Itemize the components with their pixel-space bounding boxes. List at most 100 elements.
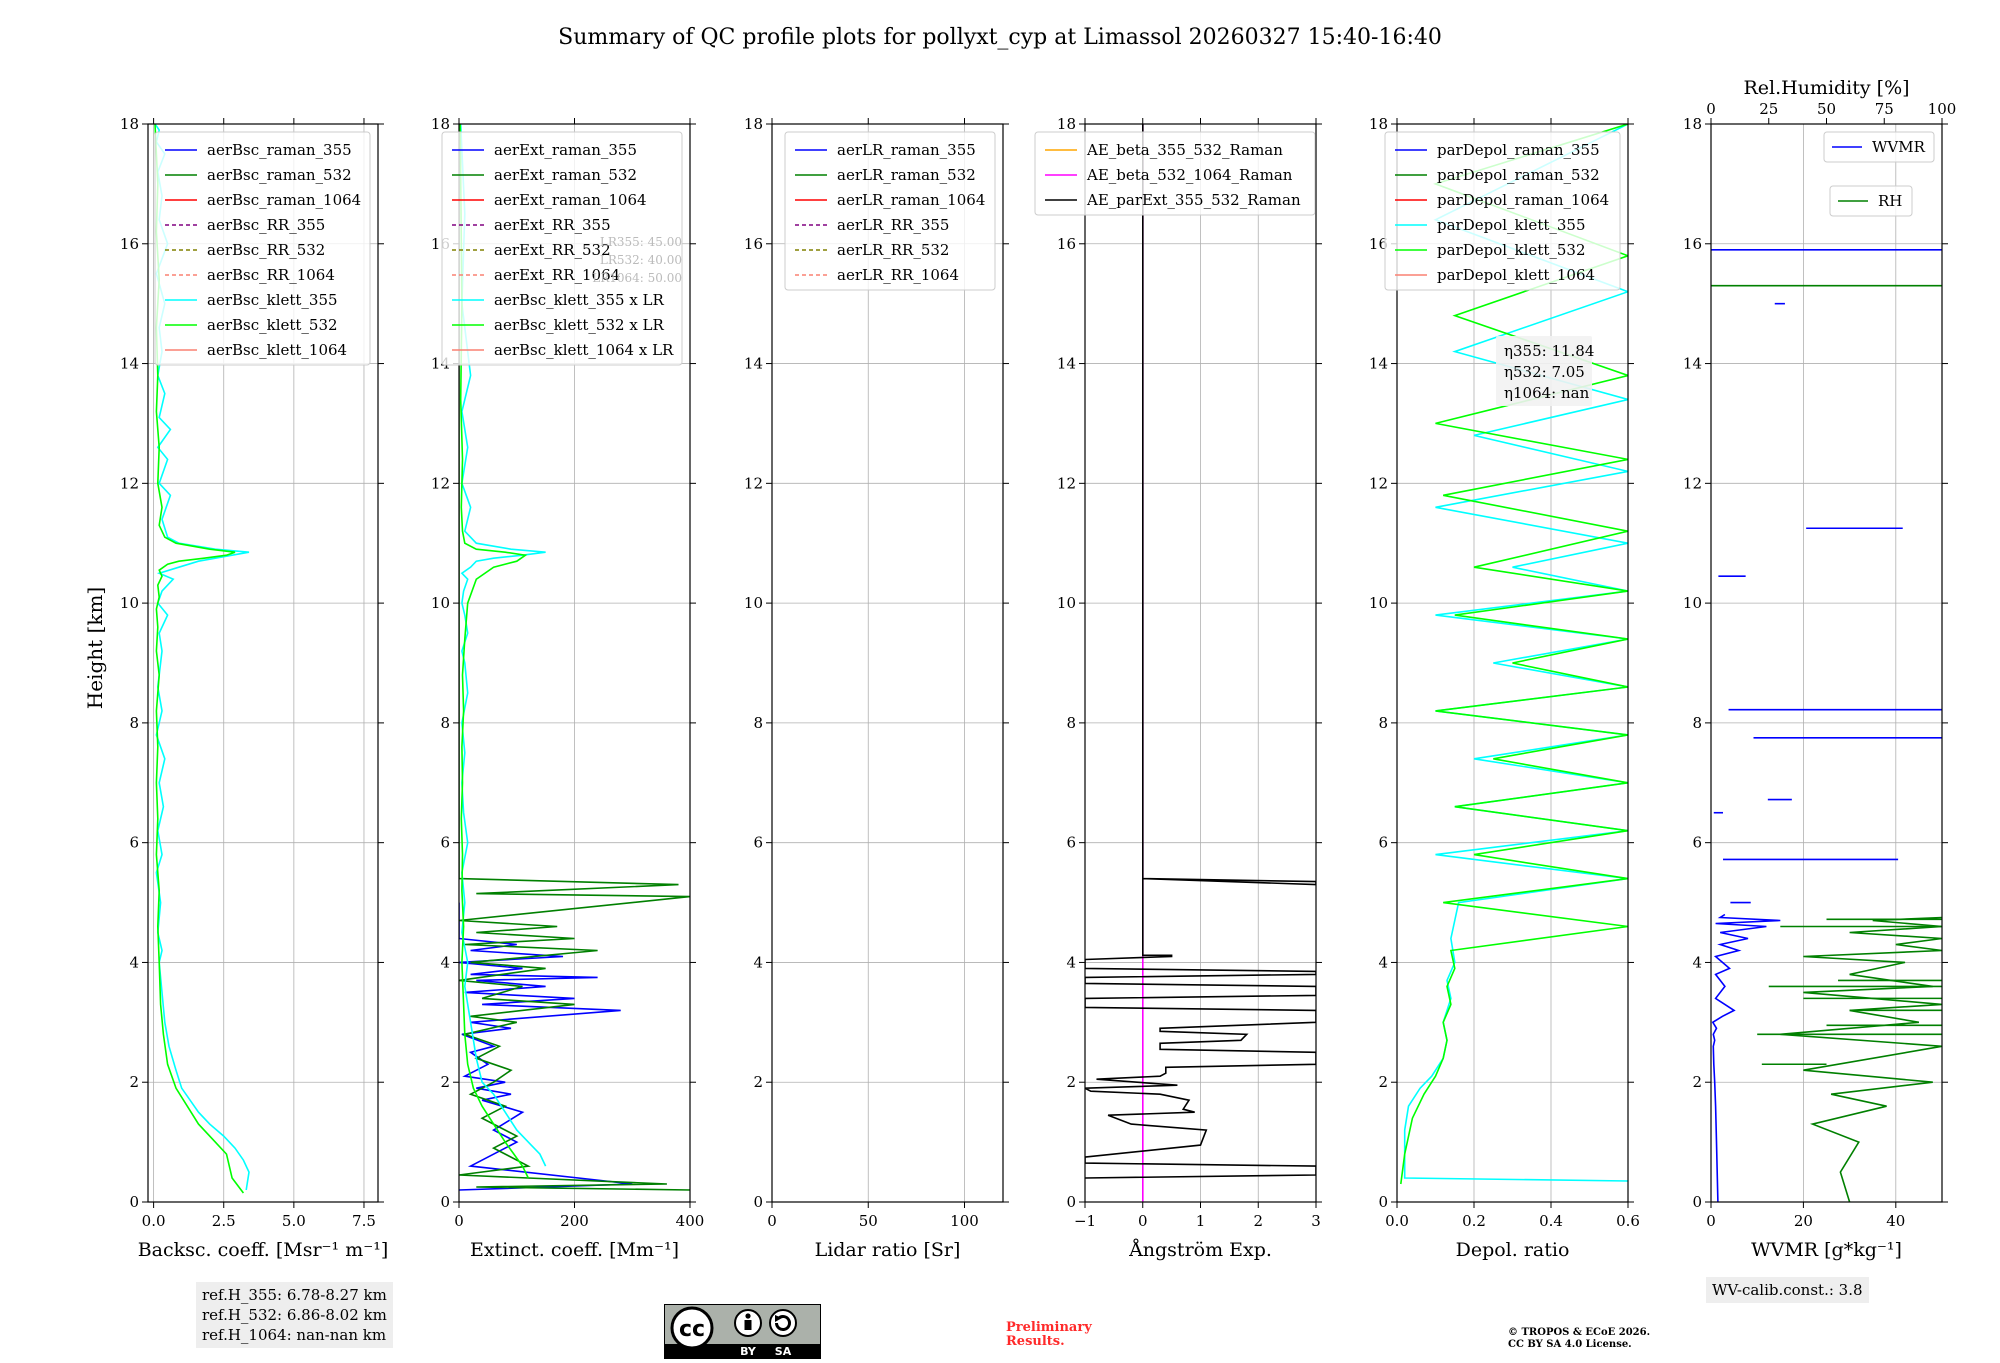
y-tick-label: 18 bbox=[744, 115, 763, 133]
reference-heights-box: ref.H_355: 6.78-8.27 km ref.H_532: 6.86-… bbox=[196, 1282, 393, 1348]
series-line bbox=[1711, 913, 1781, 1202]
x-tick-label: 0.0 bbox=[1385, 1212, 1409, 1230]
y-tick-label: 12 bbox=[431, 474, 450, 492]
y-tick-label: 4 bbox=[753, 953, 763, 971]
legend-label: aerExt_raman_355 bbox=[494, 141, 637, 159]
y-tick-label: 16 bbox=[1369, 235, 1388, 253]
x-axis-label: Lidar ratio [Sr] bbox=[815, 1239, 961, 1261]
legend: parDepol_raman_355 parDepol_raman_532 parD… bbox=[1384, 131, 1621, 291]
legend-wvmr: WVMR bbox=[1823, 131, 1935, 163]
legend-label: AE_beta_532_1064_Raman bbox=[1086, 166, 1293, 184]
series-line bbox=[459, 124, 530, 1179]
y-tick-label: 2 bbox=[1066, 1073, 1076, 1091]
legend-label: AE_beta_355_532_Raman bbox=[1086, 141, 1283, 159]
cc-sa-label: SA bbox=[775, 1345, 792, 1358]
y-tick-label: 0 bbox=[440, 1193, 450, 1211]
y-tick-label: 16 bbox=[1057, 235, 1076, 253]
lr-annotation: LR355: 45.00 bbox=[600, 235, 682, 249]
legend-label: aerBsc_klett_532 x LR bbox=[494, 316, 665, 334]
eta-annotation: η355: 11.84 bbox=[1504, 342, 1594, 360]
legend-label: aerBsc_raman_532 bbox=[207, 166, 352, 184]
preliminary-line-1: Preliminary bbox=[1006, 1320, 1092, 1335]
y-tick-label: 4 bbox=[1378, 953, 1388, 971]
x-tick-label: 0.6 bbox=[1616, 1212, 1640, 1230]
legend-label: parDepol_raman_532 bbox=[1437, 166, 1600, 184]
series-line bbox=[1085, 124, 1316, 1179]
y-tick-label: 2 bbox=[1692, 1073, 1702, 1091]
series-group bbox=[459, 124, 690, 1191]
x-tick-label: 0.2 bbox=[1462, 1212, 1486, 1230]
legend-label: aerExt_raman_532 bbox=[494, 166, 637, 184]
y-tick-label: 0 bbox=[129, 1193, 139, 1211]
legend-label: aerBsc_raman_355 bbox=[207, 141, 352, 159]
y-tick-label: 12 bbox=[1369, 474, 1388, 492]
y-tick-label: 18 bbox=[1369, 115, 1388, 133]
x-tick-label: 50 bbox=[859, 1212, 878, 1230]
y-tick-label: 12 bbox=[744, 474, 763, 492]
y-tick-label: 14 bbox=[1683, 355, 1702, 373]
legend-label: parDepol_raman_355 bbox=[1437, 141, 1600, 159]
y-tick-label: 2 bbox=[753, 1073, 763, 1091]
x-axis-label: Ångström Exp. bbox=[1128, 1239, 1272, 1261]
legend-label: aerExt_RR_1064 bbox=[494, 266, 620, 284]
y-tick-label: 10 bbox=[1369, 594, 1388, 612]
series-line bbox=[154, 124, 245, 1194]
legend-label: aerBsc_RR_1064 bbox=[207, 266, 335, 284]
legend-label: aerExt_RR_532 bbox=[494, 241, 611, 259]
y-axis-label: Height [km] bbox=[83, 587, 107, 709]
y-tick-label: 0 bbox=[1692, 1193, 1702, 1211]
x-axis-label: Backsc. coeff. [Msr⁻¹ m⁻¹] bbox=[138, 1239, 389, 1261]
legend: aerExt_raman_355 aerExt_raman_532 aerExt_r… bbox=[441, 131, 683, 366]
wv-calibration-text: WV-calib.const.: 3.8 bbox=[1712, 1281, 1863, 1299]
legend-label: aerLR_RR_532 bbox=[837, 241, 949, 259]
y-tick-label: 0 bbox=[1066, 1193, 1076, 1211]
legend-box bbox=[441, 131, 683, 366]
y-tick-label: 10 bbox=[431, 594, 450, 612]
y-tick-label: 8 bbox=[753, 714, 763, 732]
y-tick-label: 14 bbox=[744, 355, 763, 373]
y-tick-label: 16 bbox=[1683, 235, 1702, 253]
legend: aerBsc_raman_355 aerBsc_raman_532 aerBsc_r… bbox=[154, 131, 371, 366]
y-tick-label: 14 bbox=[1369, 355, 1388, 373]
preliminary-line-2: Results. bbox=[1006, 1334, 1065, 1349]
legend-label: aerBsc_raman_1064 bbox=[207, 191, 361, 209]
y-tick-label: 6 bbox=[1378, 834, 1388, 852]
copyright-line-2: CC BY SA 4.0 License. bbox=[1508, 1339, 1632, 1350]
eta-annotation: η1064: nan bbox=[1504, 384, 1590, 402]
legend: aerLR_raman_355 aerLR_raman_532 aerLR_rama… bbox=[784, 131, 996, 291]
y-tick-label: 18 bbox=[1057, 115, 1076, 133]
y-tick-label: 18 bbox=[120, 115, 139, 133]
y-tick-label: 18 bbox=[431, 115, 450, 133]
x-tick-label: 2.5 bbox=[212, 1212, 236, 1230]
ref-height-532: ref.H_532: 6.86-8.02 km bbox=[202, 1306, 387, 1324]
y-tick-label: 16 bbox=[120, 235, 139, 253]
legend: AE_beta_355_532_Raman AE_beta_532_1064_Ra… bbox=[1034, 131, 1316, 216]
legend-label: parDepol_raman_1064 bbox=[1437, 191, 1609, 209]
legend-box bbox=[784, 131, 996, 291]
legend-label: aerBsc_RR_355 bbox=[207, 216, 325, 234]
legend-label: aerBsc_klett_1064 bbox=[207, 341, 347, 359]
legend-label: aerBsc_klett_355 x LR bbox=[494, 291, 665, 309]
y-tick-label: 6 bbox=[1692, 834, 1702, 852]
x-tick-label: 20 bbox=[1794, 1212, 1813, 1230]
y-tick-label: 8 bbox=[1692, 714, 1702, 732]
legend-label: aerLR_RR_355 bbox=[837, 216, 949, 234]
y-tick-label: 8 bbox=[1066, 714, 1076, 732]
y-tick-label: 14 bbox=[120, 355, 139, 373]
x-tick-label: 7.5 bbox=[352, 1212, 376, 1230]
y-tick-label: 6 bbox=[129, 834, 139, 852]
y-tick-label: 10 bbox=[1683, 594, 1702, 612]
y-tick-label: 16 bbox=[744, 235, 763, 253]
y-tick-label: 12 bbox=[1683, 474, 1702, 492]
legend-label: aerBsc_klett_532 bbox=[207, 316, 338, 334]
legend-label: aerLR_raman_1064 bbox=[837, 191, 985, 209]
cc-license-logo: cc BY SA bbox=[664, 1304, 821, 1363]
legend-label: aerLR_raman_532 bbox=[837, 166, 976, 184]
x-tick-label: 5.0 bbox=[282, 1212, 306, 1230]
y-tick-label: 4 bbox=[129, 953, 139, 971]
legend-label: parDepol_klett_355 bbox=[1437, 216, 1586, 234]
